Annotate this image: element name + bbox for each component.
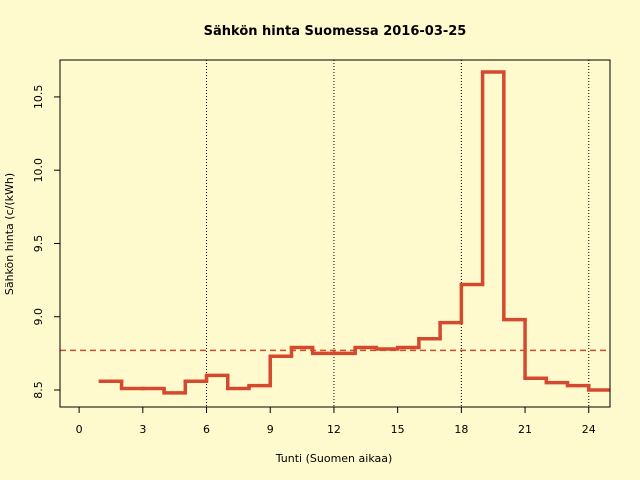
x-tick-label: 24 [582,423,596,436]
y-tick-label: 10.5 [32,85,45,110]
x-tick-label: 9 [267,423,274,436]
y-tick-label: 10.0 [32,158,45,183]
x-tick-label: 12 [327,423,341,436]
y-tick-label: 8.5 [32,381,45,399]
x-tick-label: 18 [454,423,468,436]
x-tick-label: 21 [518,423,532,436]
y-tick-label: 9.5 [32,235,45,253]
x-tick-label: 0 [76,423,83,436]
x-tick-label: 6 [203,423,210,436]
chart-title: Sähkön hinta Suomessa 2016-03-25 [204,24,467,39]
x-tick-label: 15 [391,423,405,436]
y-tick-label: 9.0 [32,308,45,326]
x-axis-label: Tunti (Suomen aikaa) [275,452,393,465]
x-tick-label: 3 [139,423,146,436]
y-axis-label: Sähkön hinta (c/(kWh) [3,173,16,295]
plot-area [60,60,610,407]
